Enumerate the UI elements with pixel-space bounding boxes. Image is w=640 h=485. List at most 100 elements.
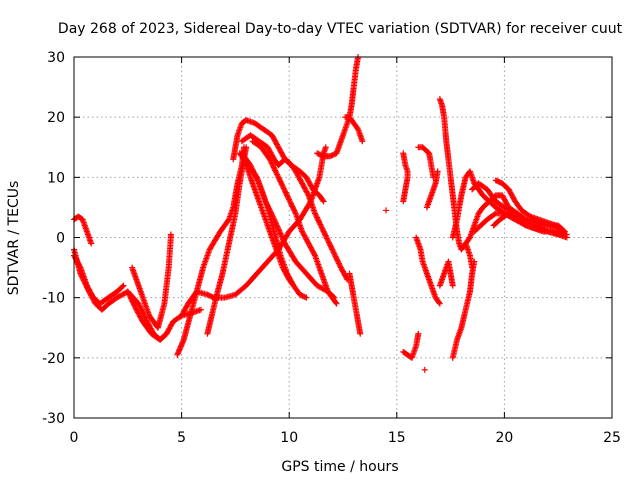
- data-point: [209, 294, 216, 301]
- y-tick-label: 10: [47, 170, 65, 186]
- data-point: [225, 217, 232, 224]
- x-tick-label: 25: [603, 430, 621, 446]
- data-point: [264, 202, 271, 209]
- data-point: [131, 302, 138, 309]
- data-point: [270, 163, 277, 170]
- data-point: [311, 251, 318, 258]
- data-point: [267, 157, 274, 164]
- data-point: [84, 285, 91, 292]
- data-point: [83, 283, 90, 290]
- data-point: [282, 188, 289, 195]
- plot-frame: [73, 56, 613, 419]
- data-point: [319, 225, 326, 232]
- data-point: [277, 178, 284, 185]
- data-point: [269, 212, 276, 219]
- data-point: [78, 273, 85, 280]
- series-arc-12: [241, 156, 297, 289]
- series-arc-4: [124, 288, 204, 343]
- data-point: [82, 280, 89, 287]
- series-arc-8: [204, 144, 250, 337]
- data-point: [85, 287, 92, 294]
- data-point: [329, 246, 336, 253]
- data-point: [283, 190, 290, 197]
- data-point: [330, 293, 337, 300]
- data-point: [291, 209, 298, 216]
- data-point: [312, 210, 319, 217]
- series-arc-20: [413, 234, 443, 307]
- data-point: [325, 238, 332, 245]
- y-tick-label: 0: [56, 231, 65, 247]
- data-point: [383, 207, 390, 214]
- series-arc-17: [346, 270, 364, 337]
- series-arc-31: [490, 210, 570, 238]
- data-point: [317, 221, 324, 228]
- y-tick-label: 20: [47, 110, 65, 126]
- series-arc-21: [415, 144, 437, 181]
- data-point: [268, 159, 275, 166]
- data-point: [269, 213, 276, 220]
- data-point: [321, 231, 328, 238]
- x-tick-label: 5: [177, 430, 186, 446]
- data-point: [357, 330, 364, 337]
- data-point: [265, 203, 272, 210]
- series-arc-5: [129, 231, 174, 331]
- data-point: [319, 197, 326, 204]
- data-point: [278, 181, 285, 188]
- data-point: [281, 186, 288, 193]
- data-point: [304, 191, 311, 198]
- data-point: [315, 217, 322, 224]
- data-point: [280, 184, 287, 191]
- data-point: [129, 298, 136, 305]
- data-point: [270, 215, 277, 222]
- y-tick-label: -10: [42, 291, 65, 307]
- data-point: [491, 211, 498, 218]
- series-arc-19: [400, 330, 422, 361]
- data-point: [320, 198, 327, 205]
- data-point: [282, 189, 289, 196]
- data-point: [331, 252, 338, 259]
- data-point: [267, 209, 274, 216]
- series-arc-3: [71, 246, 170, 343]
- data-point: [400, 198, 407, 205]
- data-point: [328, 245, 335, 252]
- x-axis-label: GPS time / hours: [281, 459, 398, 475]
- data-point: [319, 227, 326, 234]
- data-point: [243, 144, 250, 151]
- data-point: [271, 166, 278, 173]
- data-point: [324, 236, 331, 243]
- data-point: [272, 167, 279, 174]
- series-arc-23: [436, 258, 456, 289]
- data-point: [320, 228, 327, 235]
- series-arc-25: [449, 258, 478, 361]
- data-point: [268, 210, 275, 217]
- y-tick-label: -30: [42, 411, 65, 427]
- data-point: [272, 168, 279, 175]
- data-point: [415, 330, 422, 337]
- data-point: [436, 300, 443, 307]
- data-point: [286, 197, 293, 204]
- data-point: [289, 203, 296, 210]
- series-arc-18: [400, 150, 411, 205]
- data-point: [521, 221, 528, 228]
- data-point: [119, 283, 126, 290]
- data-point: [330, 249, 337, 256]
- data-point: [285, 195, 292, 202]
- data-point: [290, 206, 297, 213]
- data-point: [354, 124, 361, 131]
- data-point: [333, 300, 340, 307]
- data-point: [317, 222, 324, 229]
- axis-ticks: 0 5 10 15 20 25 -30 -20 -10 0 10 20 30: [42, 50, 621, 446]
- data-point: [563, 231, 570, 238]
- data-point: [323, 234, 330, 241]
- data-point: [286, 196, 293, 203]
- data-point: [274, 171, 281, 178]
- data-point: [322, 144, 329, 151]
- data-point: [327, 243, 334, 250]
- data-point: [275, 174, 282, 181]
- series-isolated-2: [421, 366, 428, 373]
- data-point: [288, 200, 295, 207]
- data-point: [84, 284, 91, 291]
- data-point: [290, 204, 297, 211]
- data-point: [327, 242, 334, 249]
